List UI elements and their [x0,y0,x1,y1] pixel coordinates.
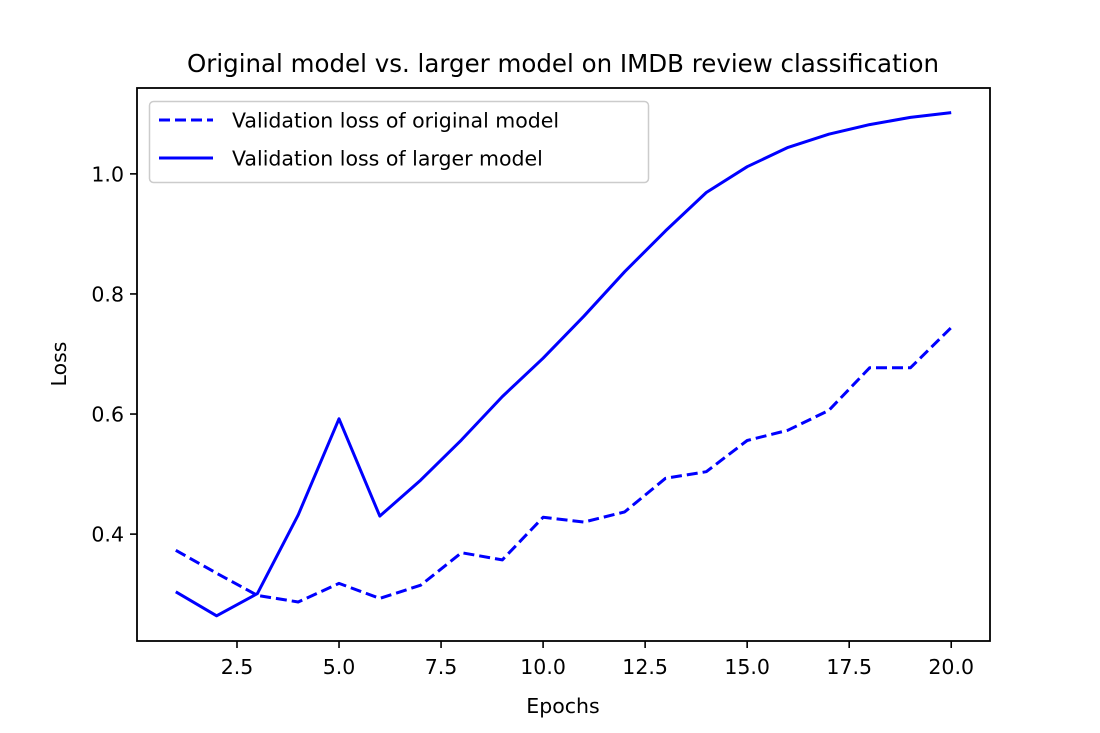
data-point [297,601,300,604]
data-point [787,146,790,149]
data-point [787,429,790,432]
data-point [909,366,912,369]
legend: Validation loss of original model Validat… [148,100,650,184]
data-point [868,366,871,369]
plot-frame [136,87,991,642]
data-point [460,551,463,554]
data-point [419,479,422,482]
data-point [460,438,463,441]
y-axis: 0.4 0.6 0.8 1.0 [91,162,137,547]
data-point [827,133,830,136]
data-point [297,513,300,516]
x-axis: 2.5 5.0 7.5 10.0 12.5 15.0 17.5 20.0 [221,641,974,679]
data-point [868,123,871,126]
data-point [378,597,381,600]
data-point [501,558,504,561]
y-tick-label: 0.4 [91,523,124,547]
series-layer [174,111,953,618]
data-point [664,477,667,480]
x-tick-label: 2.5 [221,655,254,679]
data-point [542,516,545,519]
y-tick-label: 0.6 [91,403,124,427]
x-tick-label: 10.0 [520,655,566,679]
x-tick-label: 5.0 [323,655,356,679]
data-point [582,315,585,318]
y-tick-label: 0.8 [91,282,124,306]
data-point [827,409,830,412]
data-point [664,229,667,232]
data-point [623,270,626,273]
x-tick-label: 20.0 [928,655,974,679]
x-tick-label: 15.0 [724,655,770,679]
data-point [256,592,259,595]
y-tick-label: 1.0 [91,162,124,186]
x-axis-label: Epochs [526,694,599,718]
data-point [950,111,953,114]
data-point [746,165,749,168]
x-tick-label: 12.5 [622,655,668,679]
chart-title: Original model vs. larger model on IMDB … [187,49,939,78]
data-point [705,470,708,473]
data-point [215,614,218,617]
data-point [215,572,218,575]
data-point [705,191,708,194]
data-point [542,357,545,360]
data-point [909,116,912,119]
data-point [338,582,341,585]
data-point [174,549,177,552]
data-point [950,326,953,329]
x-tick-label: 7.5 [425,655,458,679]
legend-box [148,100,650,184]
series-line-original-model [175,326,953,604]
data-point [582,521,585,524]
data-point [419,584,422,587]
legend-label: Validation loss of larger model [232,147,543,171]
y-axis-label: Loss [47,342,71,387]
data-point [338,417,341,420]
data-point [623,510,626,513]
x-tick-label: 17.5 [826,655,872,679]
data-point [746,439,749,442]
legend-label: Validation loss of original model [232,109,559,133]
data-point [378,515,381,518]
data-point [174,590,177,593]
series-line-larger-model [175,111,952,618]
data-point [501,395,504,398]
